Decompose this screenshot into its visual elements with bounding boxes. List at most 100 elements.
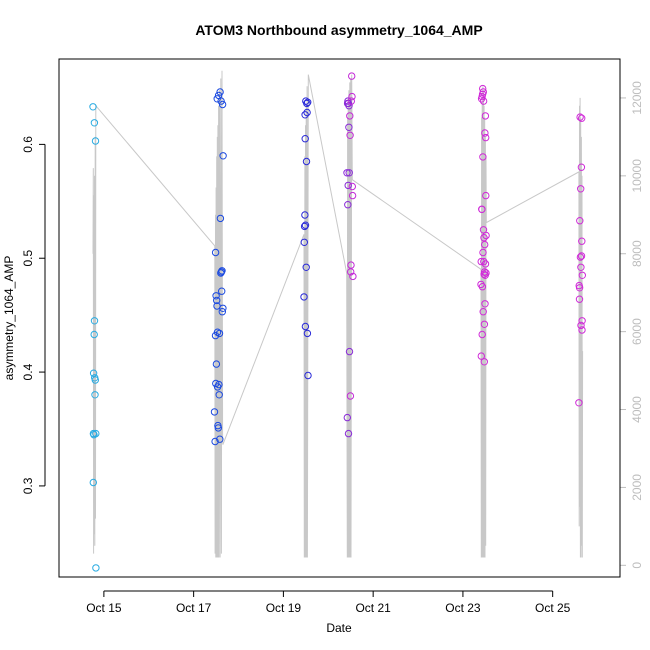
y-tick-label: 0.6 [21,136,35,153]
x-axis-label: Date [326,621,352,635]
data-point [218,287,226,295]
data-point [345,169,353,177]
data-point [89,103,97,111]
data-point [477,257,485,266]
y2-tick-label: 4000 [630,396,644,423]
data-point [481,300,489,308]
data-point [304,98,312,107]
data-point [480,268,489,276]
data-point [301,221,310,229]
data-point [218,100,227,109]
data-point [91,391,99,399]
data-point [576,253,585,261]
y2-tick-label: 12000 [630,81,644,115]
data-point [90,431,98,439]
data-point [91,137,100,145]
data-point [218,308,227,316]
data-point [578,326,586,334]
data-point [346,131,354,140]
data-point [343,169,351,177]
axes-layer: Oct 15 Oct 17 Oct 19 Oct 21 Oct 23 Oct 25 0.3 0… [21,81,644,615]
altitude-series-line [92,70,584,558]
data-point [213,296,221,305]
data-point [89,478,98,487]
data-point [344,429,353,438]
data-point [478,205,486,214]
data-point [578,237,586,245]
data-point [478,283,487,291]
y2-tick-label: 0 [630,562,644,569]
data-point [92,429,100,438]
data-point [481,112,490,120]
data-point [575,399,583,407]
data-point [214,424,223,432]
data-point [478,330,486,339]
x-tick-label: Oct 15 [86,601,122,615]
data-point [345,102,353,110]
y-tick-label: 0.4 [21,363,35,380]
x-tick-label: Oct 21 [355,601,391,615]
data-point [479,88,487,96]
data-point [303,108,311,117]
data-point [480,320,489,328]
data-point [216,88,224,96]
data-point [577,185,585,193]
data-point [348,182,356,191]
data-point [89,369,98,377]
data-point [211,248,220,257]
data-point [477,352,485,360]
data-point [212,360,221,368]
y-tick-label: 0.5 [21,250,35,267]
x-tick-label: Oct 23 [445,601,481,615]
data-point [344,181,352,190]
data-point [303,329,312,338]
x-tick-label: Oct 25 [535,601,571,615]
y2-tick-label: 6000 [630,318,644,345]
data-point [90,119,99,127]
data-point [347,261,355,269]
data-point [577,321,585,330]
data-point [90,317,99,325]
data-point [215,391,223,399]
data-point [348,191,357,200]
data-point [346,392,355,400]
data-point [215,380,223,389]
data-point [578,114,586,122]
data-point [90,330,98,339]
chart-title: ATOM3 Northbound asymmetry_1064_AMP [195,22,482,38]
data-point [302,263,310,271]
data-point [215,329,224,338]
data-point [345,123,353,132]
data-point [92,564,100,572]
data-point [480,257,488,266]
data-point [216,214,225,223]
data-point [300,238,308,247]
data-point [344,201,352,209]
y2-tick-label: 10000 [630,159,644,193]
data-point [479,153,487,161]
data-point [479,97,488,105]
data-point [480,358,488,366]
data-point [303,99,311,108]
data-point [578,271,586,279]
data-point [577,252,586,260]
data-point [348,72,356,80]
data-point [347,97,355,105]
data-point [348,92,356,101]
data-point [578,317,586,325]
data-point [482,191,490,200]
data-point [482,269,490,277]
data-point [212,292,220,300]
data-point [219,152,227,160]
data-point [577,263,585,271]
data-point [575,284,584,292]
data-point [302,157,311,166]
data-point [210,408,219,416]
x-tick-label: Oct 17 [176,601,212,615]
data-point [576,113,584,121]
data-point [479,84,487,93]
data-point [300,293,308,301]
y2-tick-label: 8000 [630,240,644,267]
data-point [301,322,310,331]
